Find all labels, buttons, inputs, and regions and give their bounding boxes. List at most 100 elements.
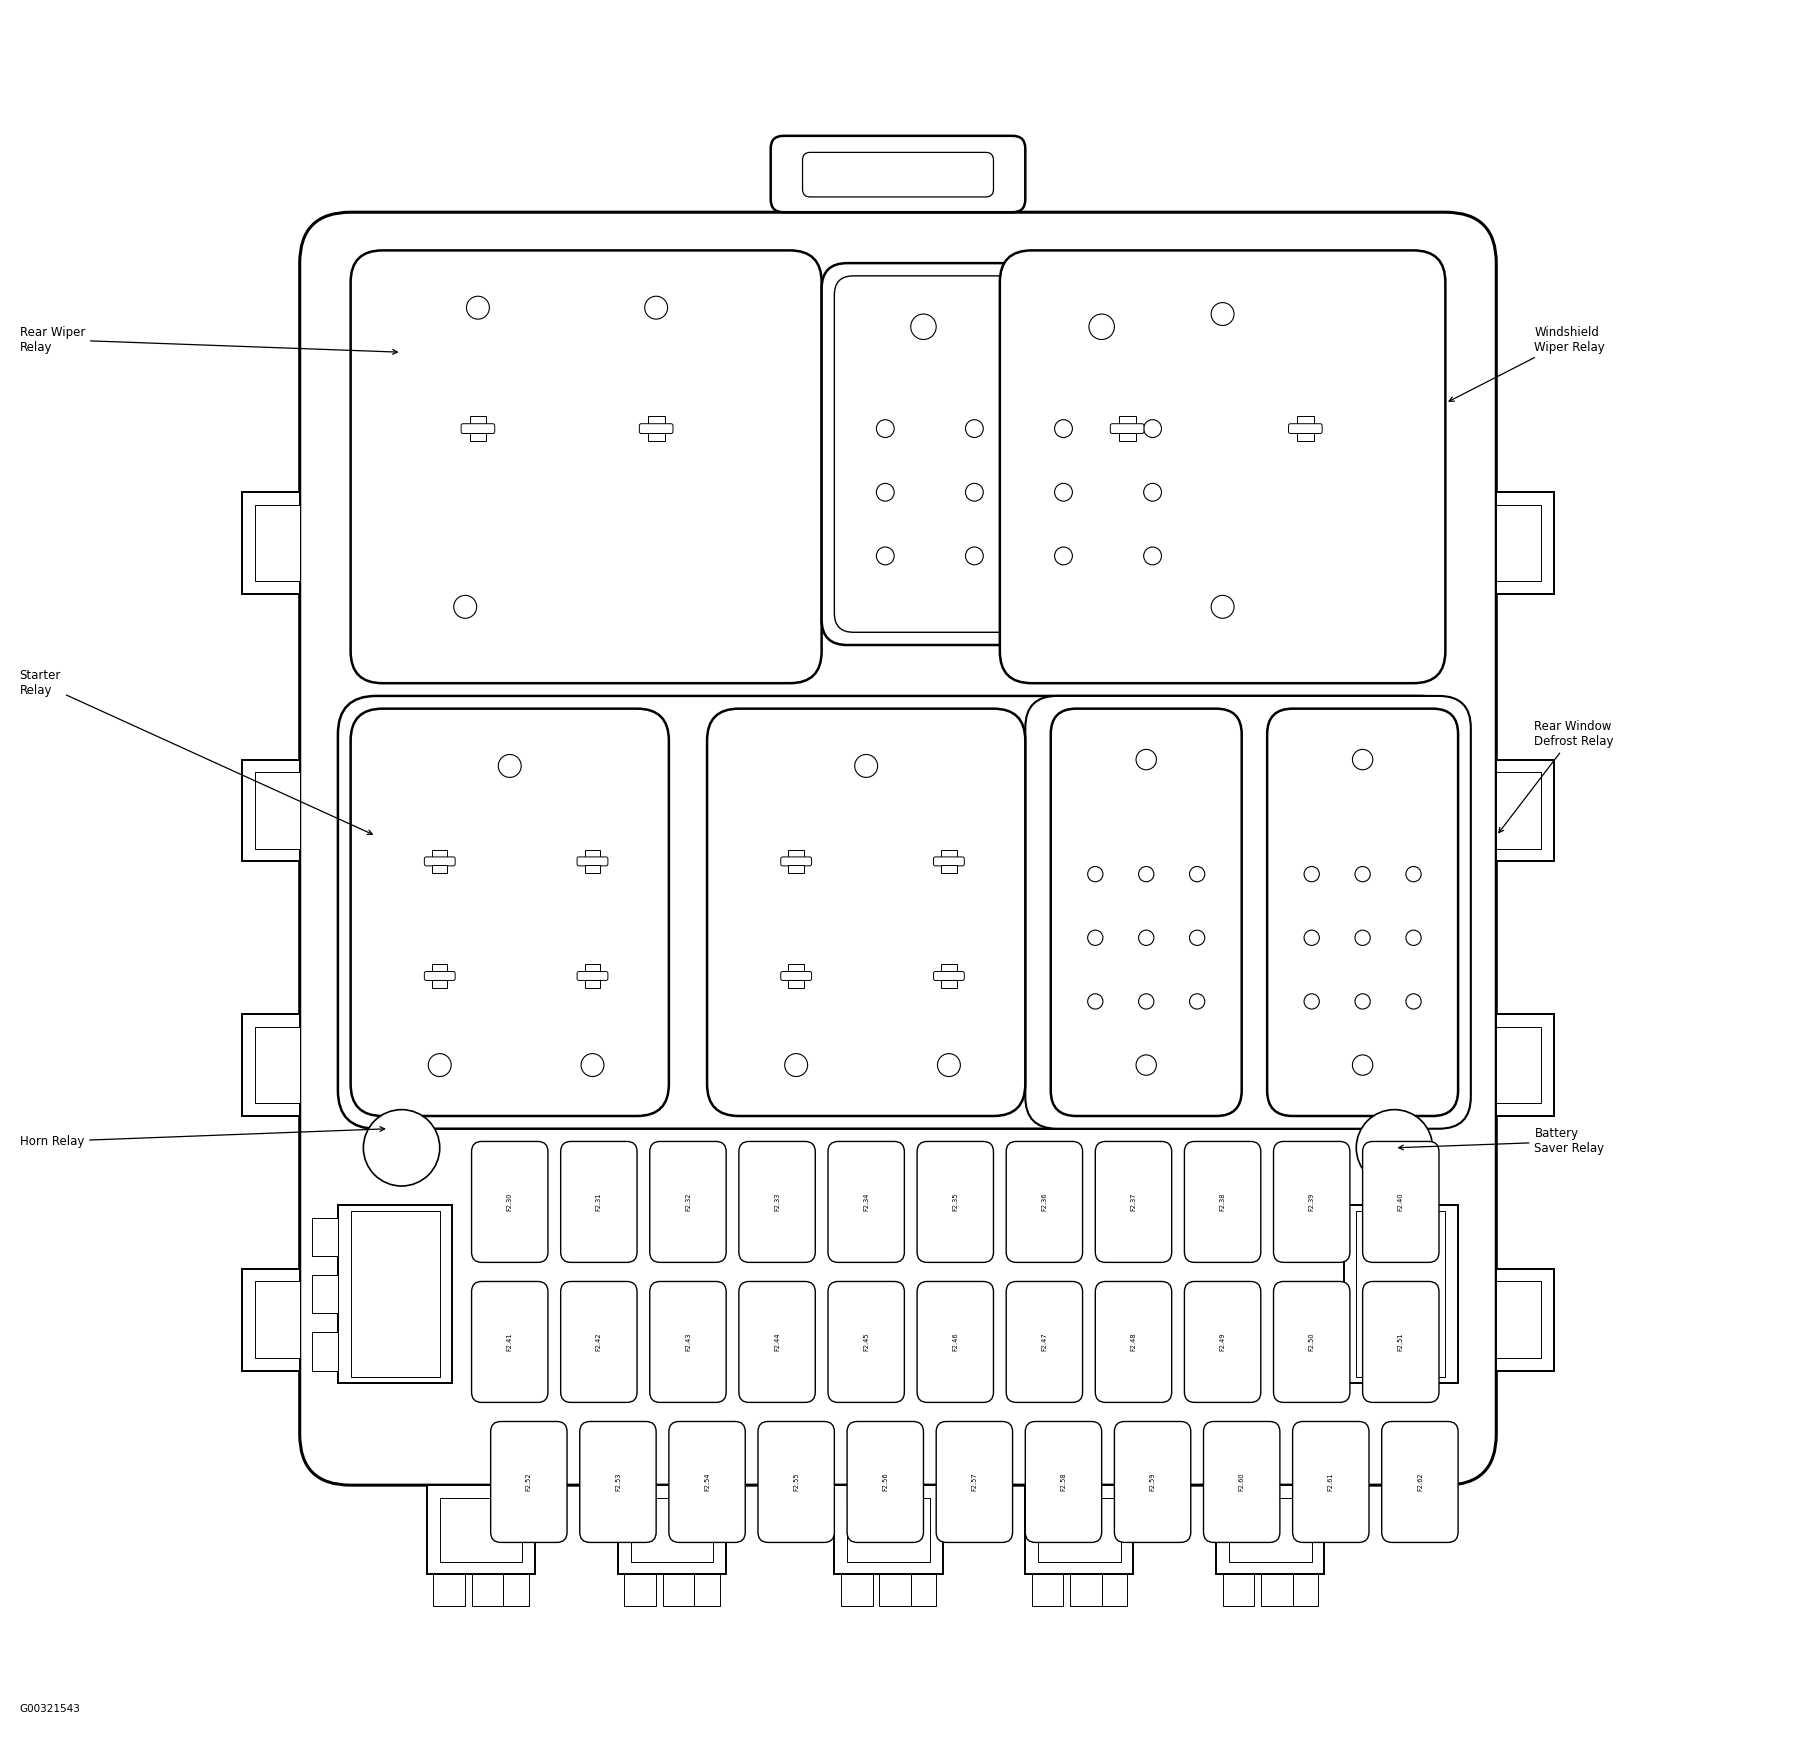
Text: F2.42: F2.42: [596, 1333, 602, 1351]
Bar: [878, 1574, 911, 1606]
Text: F2.61: F2.61: [1327, 1472, 1334, 1492]
Bar: [835, 1485, 943, 1574]
FancyBboxPatch shape: [577, 972, 607, 981]
FancyBboxPatch shape: [1363, 1141, 1439, 1263]
Circle shape: [1088, 993, 1103, 1009]
Bar: [841, 1574, 873, 1606]
FancyBboxPatch shape: [821, 262, 1228, 645]
Circle shape: [363, 1109, 440, 1185]
Bar: [695, 1574, 720, 1606]
Text: F2.50: F2.50: [1309, 1333, 1315, 1351]
Text: F2.62: F2.62: [1417, 1472, 1422, 1492]
Bar: [1228, 1499, 1311, 1562]
Circle shape: [1144, 419, 1162, 437]
Text: F2.52: F2.52: [526, 1472, 532, 1492]
FancyBboxPatch shape: [1184, 1141, 1261, 1263]
Text: Rear Wiper
Relay: Rear Wiper Relay: [20, 326, 397, 354]
Text: F2.57: F2.57: [972, 1472, 977, 1492]
FancyBboxPatch shape: [462, 424, 494, 433]
Circle shape: [1139, 866, 1153, 882]
Bar: [941, 865, 957, 873]
Text: F2.54: F2.54: [704, 1472, 709, 1492]
Text: F2.55: F2.55: [794, 1472, 799, 1492]
Circle shape: [966, 548, 982, 565]
Circle shape: [1211, 595, 1234, 618]
FancyBboxPatch shape: [472, 1282, 548, 1402]
FancyBboxPatch shape: [490, 1421, 568, 1543]
Bar: [1026, 1485, 1133, 1574]
FancyBboxPatch shape: [1114, 1421, 1191, 1543]
FancyBboxPatch shape: [918, 1282, 993, 1402]
FancyBboxPatch shape: [781, 972, 812, 981]
FancyBboxPatch shape: [1000, 250, 1446, 683]
FancyBboxPatch shape: [828, 1141, 905, 1263]
Circle shape: [1304, 930, 1320, 946]
Bar: [585, 865, 600, 873]
Text: F2.43: F2.43: [684, 1333, 691, 1351]
FancyBboxPatch shape: [1006, 1141, 1083, 1263]
Bar: [1297, 433, 1313, 442]
Text: F2.58: F2.58: [1060, 1472, 1067, 1492]
Bar: [469, 433, 487, 442]
Circle shape: [911, 313, 936, 340]
Text: F2.51: F2.51: [1397, 1333, 1404, 1351]
Circle shape: [966, 483, 982, 502]
Bar: [1496, 1282, 1541, 1358]
Bar: [1119, 416, 1135, 424]
Bar: [848, 1499, 930, 1562]
Text: F2.45: F2.45: [864, 1333, 869, 1351]
FancyBboxPatch shape: [828, 1282, 905, 1402]
Bar: [788, 865, 805, 873]
FancyBboxPatch shape: [708, 708, 1026, 1116]
FancyBboxPatch shape: [934, 858, 964, 866]
Bar: [1070, 1574, 1101, 1606]
Circle shape: [1054, 483, 1072, 502]
FancyBboxPatch shape: [770, 136, 1026, 213]
FancyBboxPatch shape: [424, 858, 454, 866]
Circle shape: [1406, 866, 1421, 882]
Text: F2.56: F2.56: [882, 1472, 889, 1492]
Bar: [1297, 416, 1313, 424]
FancyBboxPatch shape: [758, 1421, 835, 1543]
FancyBboxPatch shape: [300, 213, 1496, 1485]
Text: F2.44: F2.44: [774, 1333, 779, 1351]
Text: F2.30: F2.30: [506, 1192, 512, 1212]
Circle shape: [1139, 993, 1153, 1009]
Circle shape: [938, 1053, 961, 1076]
Bar: [350, 1212, 440, 1377]
Bar: [440, 1499, 523, 1562]
Bar: [1496, 1268, 1554, 1370]
FancyBboxPatch shape: [577, 858, 607, 866]
Circle shape: [876, 548, 894, 565]
Circle shape: [785, 1053, 808, 1076]
Text: F2.47: F2.47: [1042, 1333, 1047, 1351]
FancyBboxPatch shape: [1026, 1421, 1101, 1543]
Bar: [788, 979, 805, 988]
Circle shape: [1354, 930, 1370, 946]
Bar: [242, 493, 300, 593]
FancyBboxPatch shape: [1268, 708, 1458, 1116]
Bar: [1216, 1485, 1324, 1574]
Text: Windshield
Wiper Relay: Windshield Wiper Relay: [1449, 326, 1606, 402]
Bar: [788, 851, 805, 858]
Circle shape: [1189, 930, 1205, 946]
Bar: [472, 1574, 503, 1606]
Circle shape: [876, 419, 894, 437]
FancyBboxPatch shape: [936, 1421, 1013, 1543]
Text: F2.60: F2.60: [1239, 1472, 1245, 1492]
FancyBboxPatch shape: [1273, 1141, 1351, 1263]
Circle shape: [1088, 930, 1103, 946]
FancyBboxPatch shape: [338, 696, 1458, 1129]
FancyBboxPatch shape: [639, 424, 674, 433]
FancyBboxPatch shape: [1051, 708, 1241, 1116]
Bar: [313, 1219, 338, 1256]
FancyBboxPatch shape: [560, 1141, 638, 1263]
Bar: [1496, 505, 1541, 581]
FancyBboxPatch shape: [803, 153, 993, 197]
Circle shape: [855, 754, 878, 777]
Bar: [1496, 773, 1541, 849]
FancyBboxPatch shape: [1184, 1282, 1261, 1402]
FancyBboxPatch shape: [668, 1421, 745, 1543]
FancyBboxPatch shape: [1096, 1282, 1171, 1402]
Bar: [255, 505, 300, 581]
